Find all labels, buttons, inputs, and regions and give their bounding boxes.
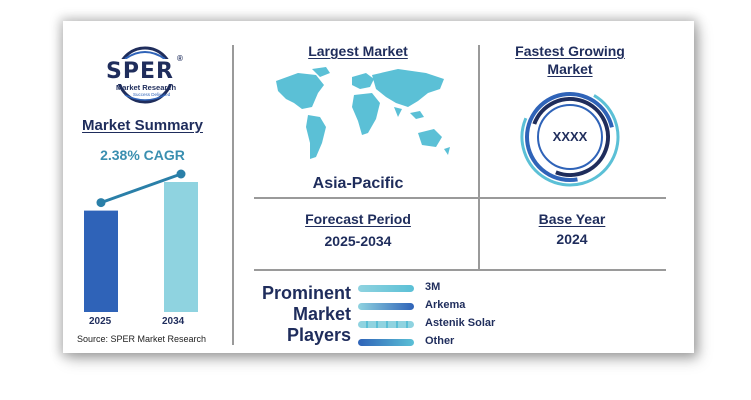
largest-market-title: Largest Market (308, 43, 408, 59)
year-label-2025: 2025 (89, 316, 112, 327)
divider-row1 (254, 197, 666, 199)
logo-registered: ® (177, 54, 183, 63)
player-label-1: 3M (425, 281, 441, 293)
forecast-value: 2025-2034 (324, 233, 392, 249)
player-label-2: Arkema (425, 299, 466, 311)
logo-brand: SPER (104, 59, 176, 84)
forecast-title: Forecast Period (305, 211, 411, 227)
largest-market-value: Asia-Pacific (312, 175, 404, 192)
growth-ring-icon (520, 87, 620, 187)
fastest-growing-value: XXXX (552, 129, 588, 144)
player-bar-4 (358, 339, 414, 346)
trend-line (100, 172, 182, 205)
market-summary-title: Market Summary (82, 117, 203, 134)
fastest-growing-title-line1: Fastest Growing (515, 43, 625, 59)
players-heading-line3: Players (286, 325, 351, 345)
logo: SPER ® Market Research Success Delivered (95, 45, 195, 107)
logo-tagline: Success Delivered (133, 92, 171, 97)
cagr-value: 2.38% CAGR (100, 147, 185, 163)
year-label-2034: 2034 (162, 316, 185, 327)
divider-left (232, 45, 234, 345)
growth-chart (84, 169, 198, 312)
player-label-3: Astenik Solar (425, 317, 496, 329)
player-bar-1 (358, 285, 414, 292)
player-bar-3 (358, 321, 414, 328)
base-year-title: Base Year (538, 211, 606, 227)
players-heading-line1: Prominent (261, 283, 351, 303)
trend-point-2034 (176, 169, 186, 179)
logo-subtitle: Market Research (116, 83, 177, 92)
player-bar-2 (358, 303, 414, 310)
trend-point-2025 (96, 198, 106, 208)
player-label-4: Other (425, 335, 455, 347)
fastest-growing-title-line2: Market (547, 61, 593, 77)
bar-2025 (84, 210, 118, 312)
players-heading-line2: Market (292, 304, 351, 324)
bar-2034 (164, 182, 198, 312)
divider-row2 (254, 269, 666, 271)
base-year-value: 2024 (556, 231, 588, 247)
source-text: Source: SPER Market Research (77, 334, 206, 344)
divider-middle (478, 45, 480, 269)
world-map-icon (276, 67, 450, 159)
source-label: Source: SPER Market Research (77, 334, 207, 344)
